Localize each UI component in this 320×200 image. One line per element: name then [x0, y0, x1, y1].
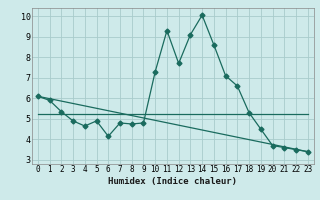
X-axis label: Humidex (Indice chaleur): Humidex (Indice chaleur): [108, 177, 237, 186]
